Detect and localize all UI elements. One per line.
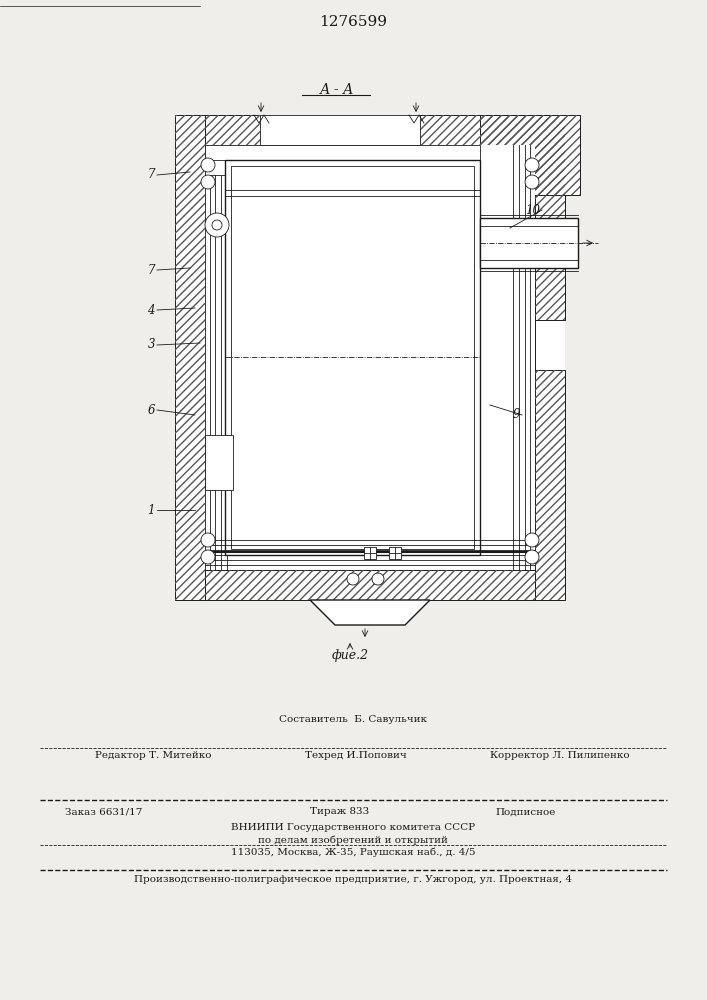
Circle shape	[525, 533, 539, 547]
Bar	[205, 570, 535, 600]
Bar	[389, 547, 401, 559]
Bar	[205, 145, 480, 175]
Bar	[175, 115, 205, 600]
Bar	[480, 300, 535, 370]
Text: Составитель  Б. Савульчик: Составитель Б. Савульчик	[279, 716, 427, 724]
Circle shape	[201, 533, 215, 547]
Circle shape	[525, 158, 539, 172]
Circle shape	[212, 220, 222, 230]
Bar	[205, 145, 535, 570]
Text: Тираж 833: Тираж 833	[310, 808, 369, 816]
Text: 7: 7	[148, 263, 155, 276]
Bar	[205, 435, 233, 490]
Bar	[364, 547, 376, 559]
Text: ВНИИПИ Государственного комитета СССР: ВНИИПИ Государственного комитета СССР	[231, 824, 475, 832]
Text: 9: 9	[513, 408, 520, 422]
Bar	[205, 115, 535, 145]
Text: Производственно-полиграфическое предприятие, г. Ужгород, ул. Проектная, 4: Производственно-полиграфическое предприя…	[134, 876, 572, 884]
Text: Корректор Л. Пилипенко: Корректор Л. Пилипенко	[490, 752, 630, 760]
Text: 6: 6	[148, 403, 155, 416]
Circle shape	[201, 550, 215, 564]
Circle shape	[525, 175, 539, 189]
Bar	[175, 115, 205, 600]
Text: по делам изобретений и открытий: по делам изобретений и открытий	[258, 835, 448, 845]
Circle shape	[372, 573, 384, 585]
Bar	[205, 145, 535, 540]
Text: 1276599: 1276599	[319, 15, 387, 29]
Text: 7: 7	[148, 168, 155, 182]
Circle shape	[525, 550, 539, 564]
Text: Заказ 6631/17: Заказ 6631/17	[65, 808, 142, 816]
Circle shape	[201, 158, 215, 172]
Bar	[260, 115, 420, 145]
Text: Техред И.Попович: Техред И.Попович	[305, 752, 407, 760]
Bar	[205, 115, 535, 145]
Text: 1: 1	[148, 504, 155, 516]
Circle shape	[347, 573, 359, 585]
Bar	[535, 115, 565, 320]
Bar	[480, 195, 535, 300]
Circle shape	[205, 213, 229, 237]
Polygon shape	[310, 600, 430, 625]
Bar	[225, 160, 480, 555]
Bar	[480, 115, 580, 195]
Bar	[535, 115, 565, 320]
Bar	[480, 300, 535, 370]
Bar	[480, 115, 580, 195]
Bar	[480, 218, 578, 268]
Text: 4: 4	[148, 304, 155, 316]
Text: 113035, Москва, Ж-35, Раушская наб., д. 4/5: 113035, Москва, Ж-35, Раушская наб., д. …	[230, 847, 475, 857]
Text: А - А: А - А	[320, 83, 354, 97]
Text: Подписное: Подписное	[495, 808, 556, 816]
Bar	[535, 370, 565, 600]
Bar	[231, 166, 474, 549]
Text: 3: 3	[148, 338, 155, 352]
Text: Редактор Т. Митейко: Редактор Т. Митейко	[95, 752, 211, 760]
Bar	[175, 115, 565, 600]
Bar	[260, 115, 420, 145]
Bar	[205, 570, 535, 600]
Bar	[535, 370, 565, 600]
Circle shape	[201, 175, 215, 189]
Text: 10: 10	[525, 204, 540, 217]
Text: фие.2: фие.2	[332, 648, 368, 662]
